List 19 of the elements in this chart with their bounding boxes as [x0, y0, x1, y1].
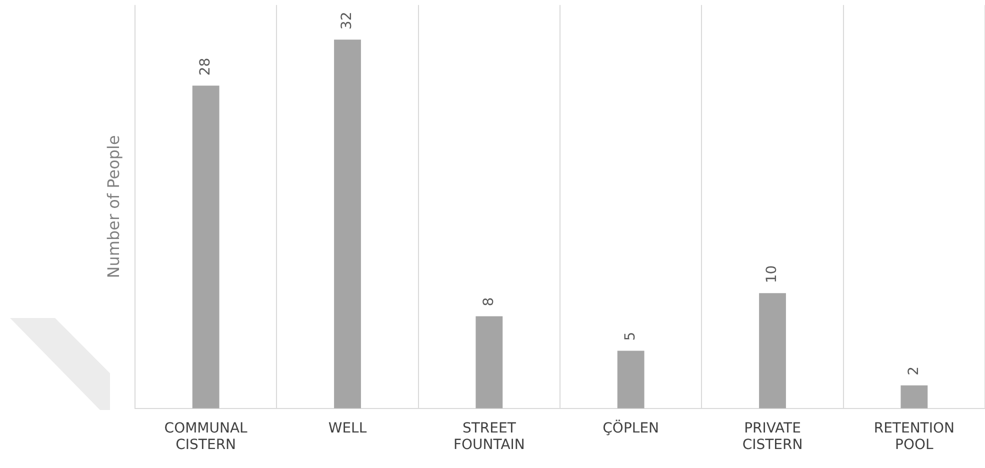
data-label: 8: [480, 297, 497, 306]
data-label: 32: [339, 12, 356, 30]
x-tick-label: ÇÖPLEN: [602, 419, 660, 436]
data-label: 2: [906, 366, 922, 376]
bar: [476, 316, 503, 408]
bar: [900, 385, 928, 408]
data-label: 5: [622, 332, 638, 341]
x-tick-label: COMMUNAL CISTERN: [164, 420, 248, 454]
bar: [192, 86, 220, 408]
x-tick-label: RETENTION POOL: [874, 420, 954, 454]
x-tick-label: STREET FOUNTAIN: [453, 420, 525, 454]
data-label: 10: [764, 265, 780, 284]
x-tick-label: WELL: [328, 420, 367, 436]
bar: [334, 40, 361, 408]
bar: [617, 350, 644, 408]
y-axis-title: Number of People: [104, 135, 123, 278]
bar: [759, 293, 786, 408]
x-tick-label: PRIVATE CISTERN: [742, 420, 803, 454]
data-label: 28: [197, 58, 214, 76]
